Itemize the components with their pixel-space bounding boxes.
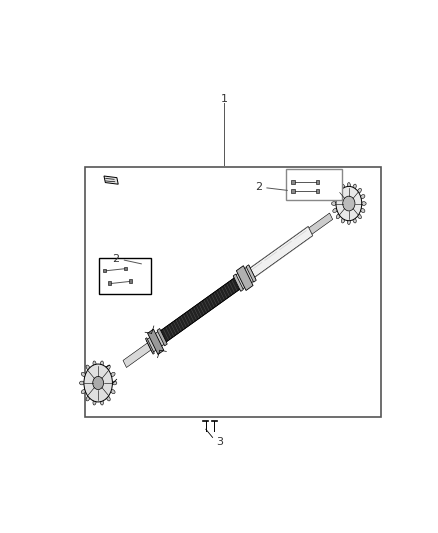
Ellipse shape [100,361,103,367]
Text: 3: 3 [216,437,223,447]
Bar [129,279,132,283]
Bar [103,269,106,272]
Bar [124,266,127,270]
Ellipse shape [86,396,90,401]
Polygon shape [246,265,256,282]
Ellipse shape [353,217,356,223]
Ellipse shape [347,219,350,224]
Ellipse shape [111,390,115,394]
Polygon shape [148,329,164,354]
Ellipse shape [80,381,84,385]
Ellipse shape [112,381,117,385]
Bar [291,180,295,184]
Polygon shape [145,338,154,354]
Bar [85,166,381,417]
Text: 1: 1 [221,94,228,104]
Ellipse shape [93,399,96,405]
Polygon shape [161,278,240,342]
Ellipse shape [106,365,110,370]
Ellipse shape [100,399,103,405]
Ellipse shape [357,214,361,219]
Ellipse shape [342,217,345,223]
Ellipse shape [333,208,337,213]
Bar [291,189,295,193]
Polygon shape [249,227,313,278]
Polygon shape [157,328,167,346]
Polygon shape [237,265,253,290]
Bar [99,257,152,294]
Ellipse shape [333,195,337,199]
Ellipse shape [93,361,96,367]
Ellipse shape [360,195,365,199]
Bar [286,169,342,200]
Ellipse shape [360,208,365,213]
Ellipse shape [336,214,340,219]
Circle shape [93,376,104,390]
Bar [108,281,111,285]
Ellipse shape [342,184,345,190]
Polygon shape [233,274,244,292]
Ellipse shape [81,390,86,394]
Text: 2: 2 [112,254,119,264]
Bar [316,180,319,184]
Ellipse shape [86,365,90,370]
Polygon shape [233,265,256,290]
Ellipse shape [357,188,361,193]
Polygon shape [123,343,151,367]
Polygon shape [146,330,166,353]
Circle shape [343,196,355,211]
Text: 2: 2 [254,182,262,192]
Polygon shape [104,176,118,184]
Ellipse shape [84,364,113,402]
Ellipse shape [336,188,340,193]
Ellipse shape [81,373,86,376]
Ellipse shape [353,184,356,190]
Ellipse shape [361,201,366,205]
Ellipse shape [106,396,110,401]
Ellipse shape [336,187,362,221]
Ellipse shape [111,373,115,376]
Ellipse shape [332,201,336,205]
Ellipse shape [347,183,350,188]
Polygon shape [309,213,333,234]
Bar [316,189,319,193]
